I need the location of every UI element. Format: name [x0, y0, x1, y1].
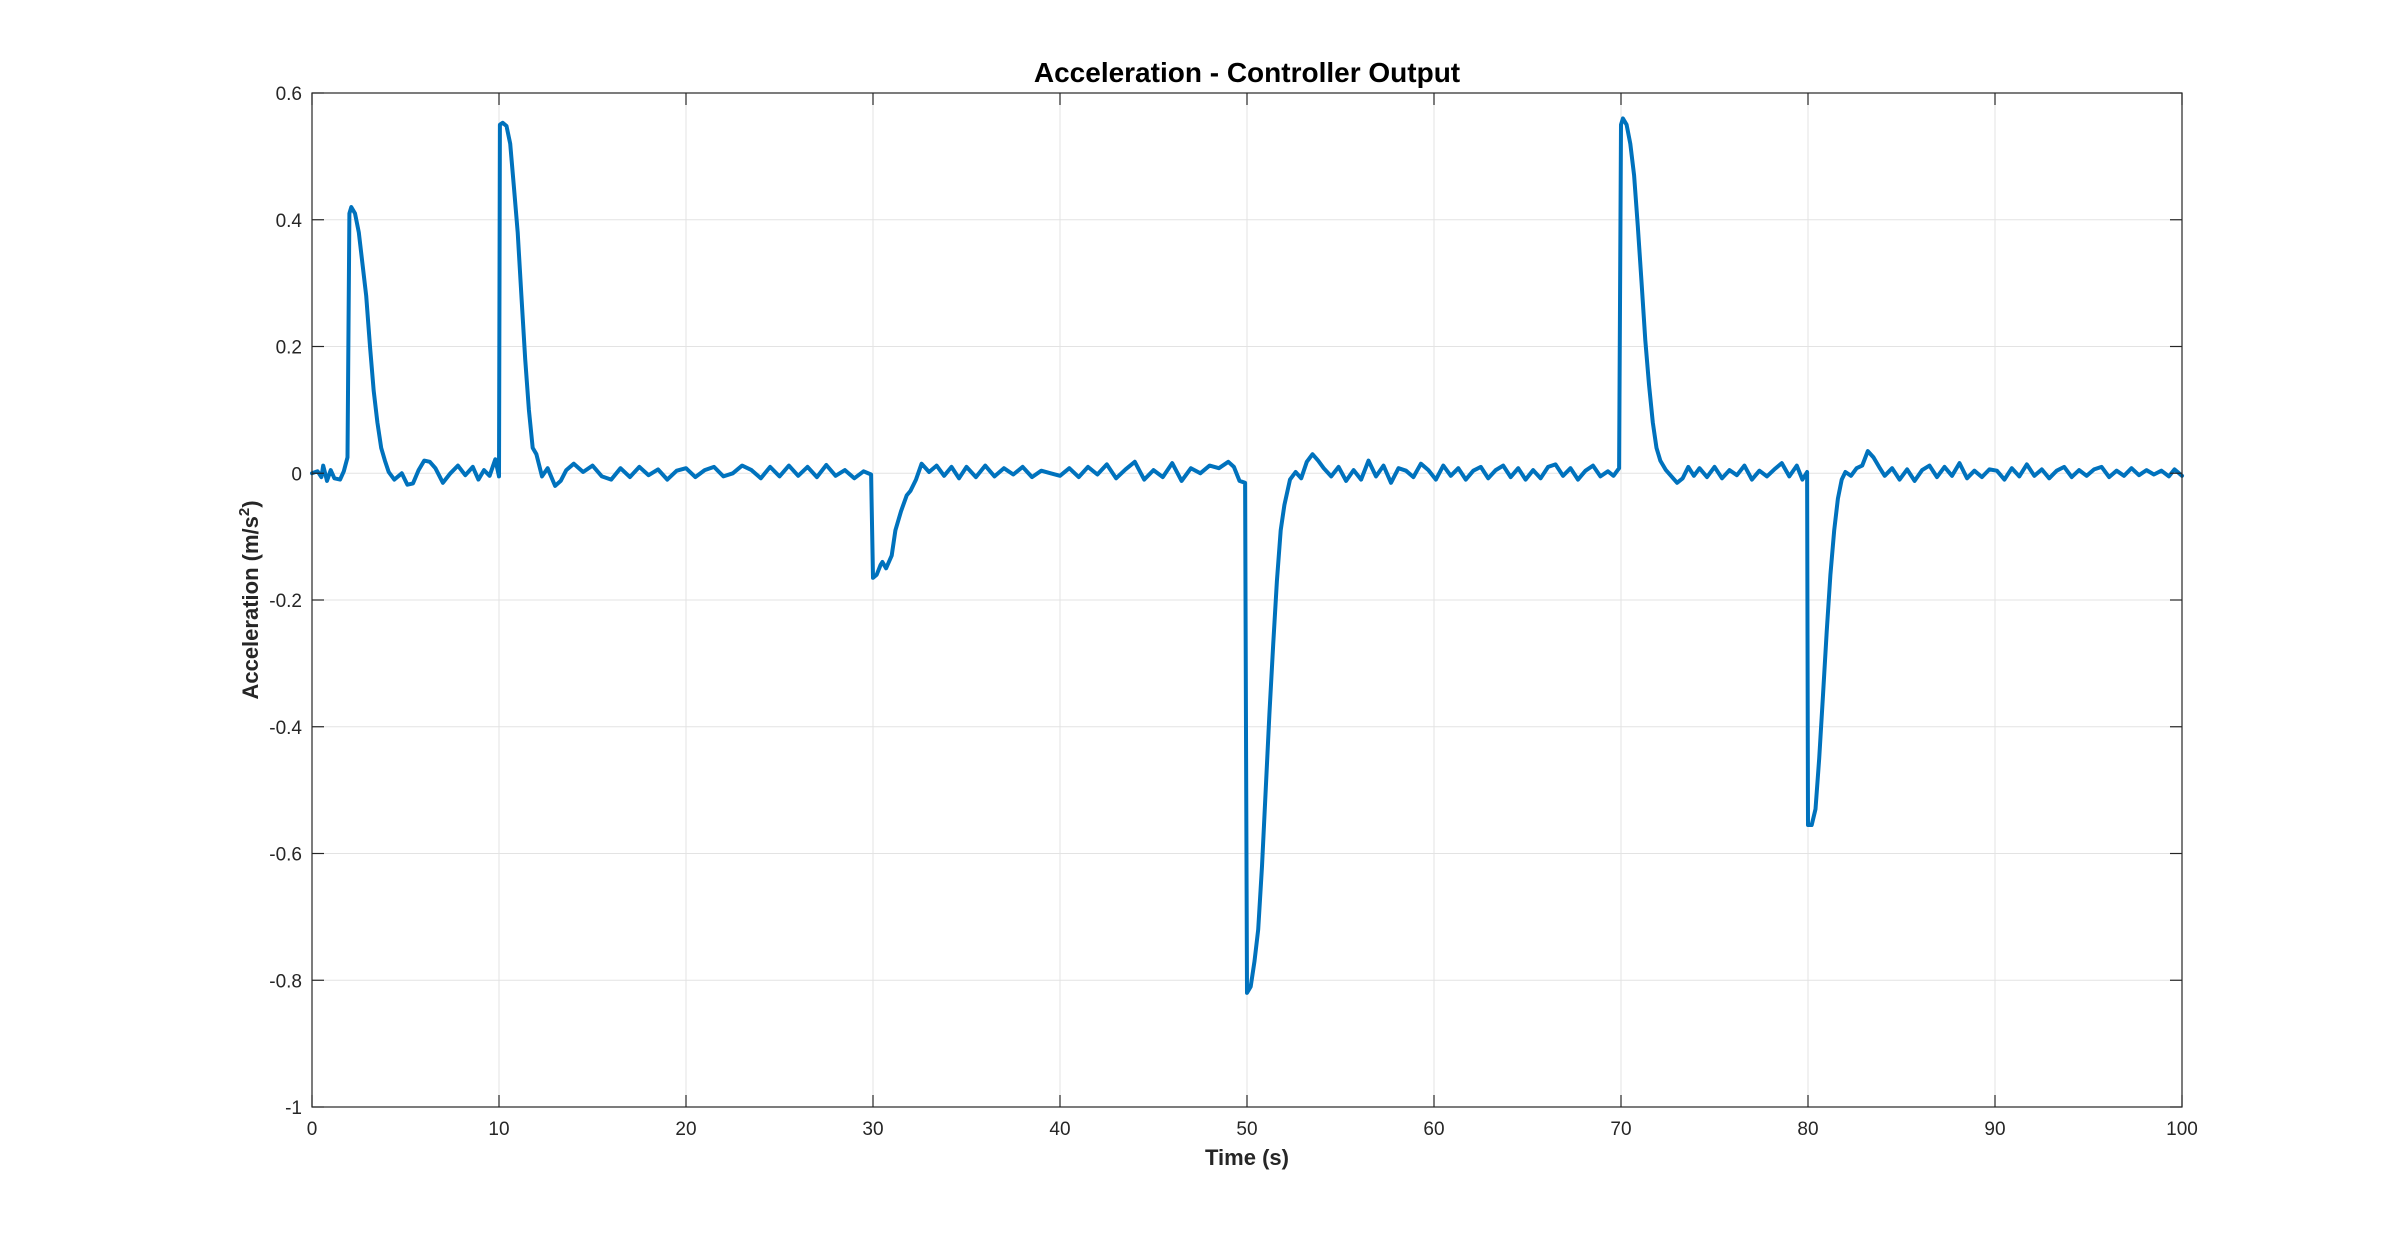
x-tick-label: 60	[1423, 1119, 1444, 1140]
x-tick-label: 50	[1236, 1119, 1257, 1140]
x-axis-label: Time (s)	[1205, 1145, 1289, 1170]
x-tick-label: 0	[307, 1119, 318, 1140]
ticks	[311, 92, 2183, 1108]
x-tick-label: 10	[488, 1119, 509, 1140]
x-tick-label: 70	[1610, 1119, 1631, 1140]
x-tick-label: 40	[1049, 1119, 1070, 1140]
x-tick-label: 90	[1984, 1119, 2005, 1140]
y-tick-label: -0.6	[269, 845, 302, 866]
y-axis-label-superscript: 2	[236, 508, 253, 516]
y-axis-label-main: Acceleration (m/s	[238, 516, 263, 699]
y-tick-label: 0.6	[276, 84, 302, 105]
y-tick-label: 0.2	[276, 338, 302, 359]
chart-title: Acceleration - Controller Output	[1034, 57, 1460, 88]
x-tick-label: 20	[675, 1119, 696, 1140]
y-tick-label: 0	[291, 464, 302, 485]
tick-labels: 0 10 20 30 40 50 60 70 80 90 100 -1 -0.8 -0.6 -0.4 -0.2…	[269, 84, 2198, 1140]
y-tick-label: -1	[285, 1098, 302, 1119]
y-tick-label: 0.4	[276, 211, 303, 232]
y-axis-label: Acceleration (m/s2)	[236, 500, 263, 699]
y-axis-label-end: )	[238, 500, 263, 507]
x-tick-label: 80	[1797, 1119, 1818, 1140]
series-line	[310, 116, 2184, 995]
x-tick-label: 30	[862, 1119, 883, 1140]
y-tick-label: -0.2	[269, 591, 302, 612]
y-tick-label: -0.4	[269, 718, 302, 739]
series-layer	[310, 116, 2184, 995]
x-tick-label: 100	[2166, 1119, 2198, 1140]
y-tick-label: -0.8	[269, 971, 302, 992]
